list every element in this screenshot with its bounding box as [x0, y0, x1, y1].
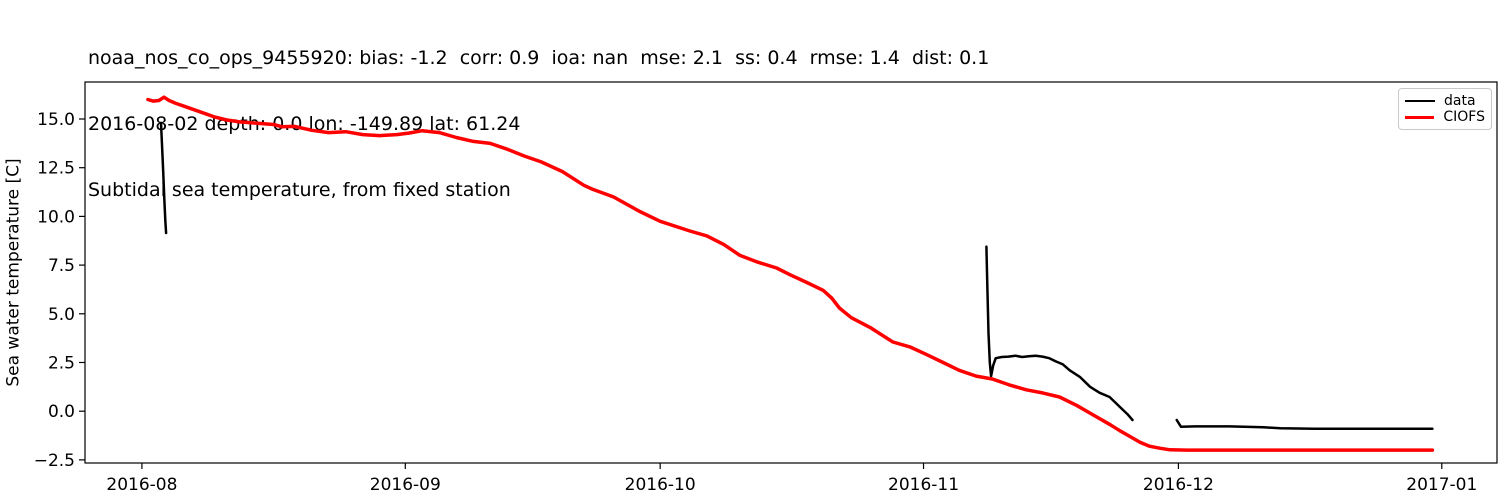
series-data-segment-2	[1175, 418, 1434, 430]
x-tick-label-2016-09: 2016-09	[370, 475, 441, 495]
x-tick-label-2016-08: 2016-08	[106, 475, 177, 495]
legend-entry-data: data	[1405, 94, 1485, 108]
title-line-stats: noaa_nos_co_ops_9455920: bias: -1.2 corr…	[88, 47, 990, 69]
legend-label-data: data	[1444, 92, 1476, 109]
y-tick-label-10.0: 10.0	[37, 207, 75, 227]
y-tick-label-15.0: 15.0	[37, 110, 75, 130]
chart-title: noaa_nos_co_ops_9455920: bias: -1.2 corr…	[88, 3, 989, 245]
x-tick-label-2016-10: 2016-10	[625, 475, 696, 495]
legend-line-sample-ciofs	[1405, 115, 1435, 119]
y-tick-label-0.0: 0.0	[48, 402, 75, 422]
legend-label-ciofs: CIOFS	[1443, 109, 1485, 126]
y-tick-label-−2.5: −2.5	[34, 451, 75, 471]
legend: data CIOFS	[1398, 88, 1492, 130]
axes-frame	[84, 81, 1498, 464]
x-tick-label-2017-01: 2017-01	[1406, 475, 1477, 495]
title-line-desc: Subtidal sea temperature, from fixed sta…	[88, 179, 511, 201]
y-tick-label-5.0: 5.0	[48, 305, 75, 325]
y-tick-label-12.5: 12.5	[37, 159, 75, 179]
series-data-segment-1	[985, 245, 1134, 422]
legend-line-sample-data	[1405, 99, 1435, 102]
x-tick-label-2016-11: 2016-11	[888, 475, 959, 495]
legend-entry-ciofs: CIOFS	[1405, 110, 1485, 124]
title-line-meta: 2016-08-02 depth: 0.0 lon: -149.89 lat: …	[88, 113, 521, 135]
series-data-segment-0	[159, 121, 168, 235]
y-tick-label-7.5: 7.5	[48, 256, 75, 276]
x-tick-label-2016-12: 2016-12	[1143, 475, 1214, 495]
series-ciofs-segment-0	[146, 95, 1435, 452]
y-tick-label-2.5: 2.5	[48, 353, 75, 373]
